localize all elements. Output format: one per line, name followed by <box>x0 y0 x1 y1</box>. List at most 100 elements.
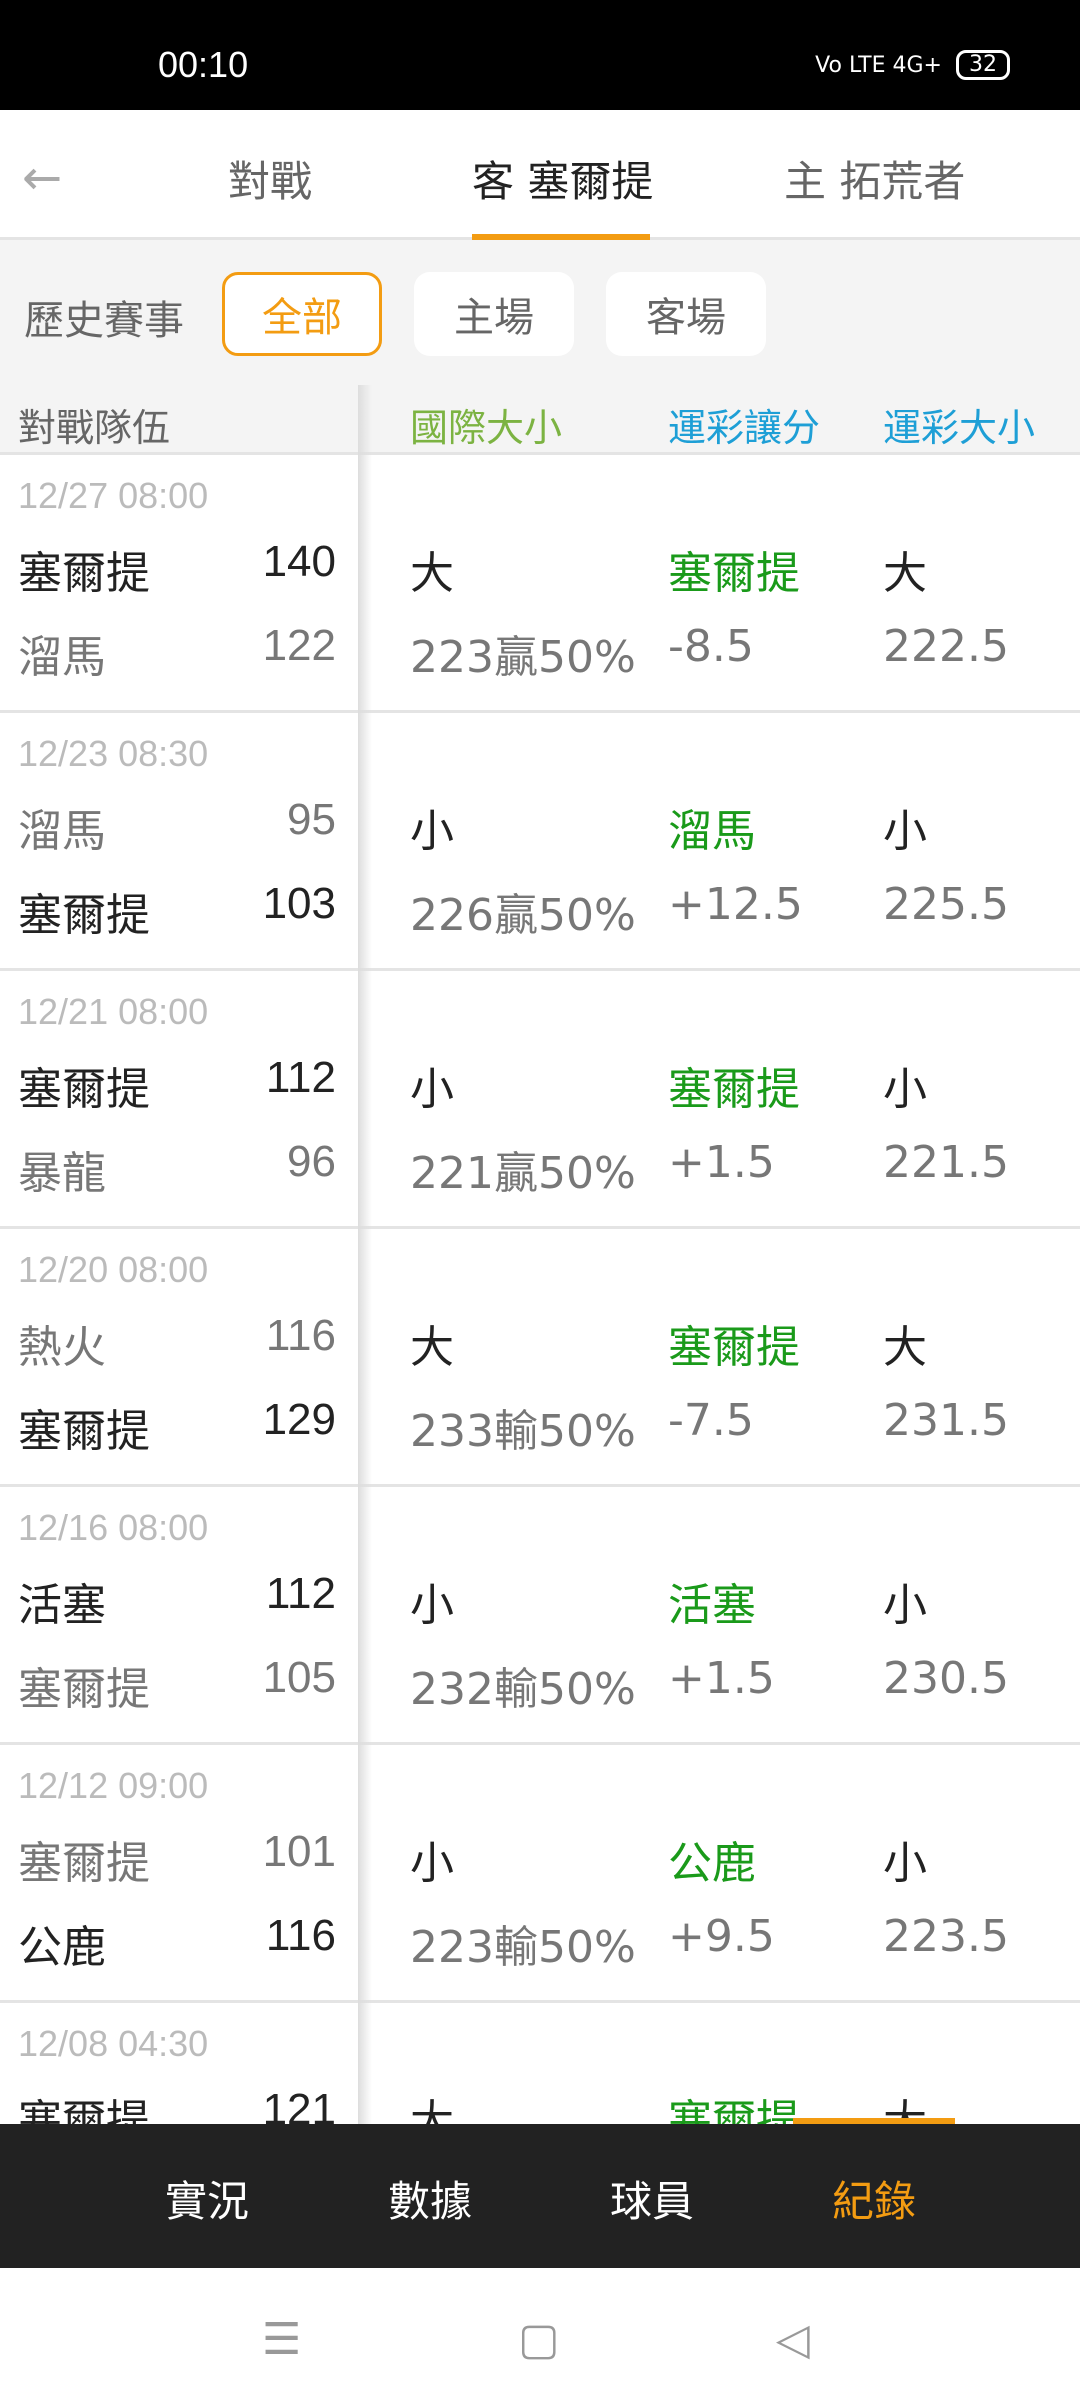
spread-team: 溜馬 <box>668 806 756 857</box>
lottery-ou-line: 222.5 <box>883 621 1009 672</box>
status-bar: 00:10 Vo LTE 4G+ 32 <box>0 0 1080 110</box>
team2-score: 122 <box>262 621 336 670</box>
team1-score: 121 <box>262 2085 336 2125</box>
spread-value: -7.5 <box>668 1395 754 1446</box>
lottery-ou-line: 221.5 <box>883 1137 1009 1188</box>
spread-value: +1.5 <box>668 1653 775 1704</box>
game-date: 12/16 08:00 <box>18 1507 209 1548</box>
game-date: 12/08 04:30 <box>18 2023 209 2064</box>
game-row[interactable]: 12/23 08:30 溜馬 95 塞爾提 103 小 226贏50% 溜馬 +12.5 小 225… <box>0 713 1080 971</box>
spread-team: 塞爾提 <box>668 1322 800 1373</box>
game-row[interactable]: 12/08 04:30 塞爾提 121 大塞爾提大 <box>0 2003 1080 2125</box>
spread-value: -8.5 <box>668 621 754 672</box>
active-tab-indicator <box>472 234 650 240</box>
game-row[interactable]: 12/12 09:00 塞爾提 101 公鹿 116 小 223輸50% 公鹿 +9.5 小 223… <box>0 1745 1080 2003</box>
game-date: 12/20 08:00 <box>18 1249 209 1290</box>
spread-team: 活塞 <box>668 1580 756 1631</box>
team1-score: 112 <box>265 1569 336 1618</box>
back-icon[interactable]: ◁ <box>776 2314 810 2365</box>
frozen-column-shadow <box>358 385 372 2125</box>
nav-live[interactable]: 實況 <box>165 2177 250 2226</box>
filter-label: 歷史賽事 <box>24 298 184 344</box>
spread-team: 塞爾提 <box>668 548 800 599</box>
game-row[interactable]: 12/16 08:00 活塞 112 塞爾提 105 小 232輸50% 活塞 +1.5 小 230… <box>0 1487 1080 1745</box>
spread-value: +1.5 <box>668 1137 775 1188</box>
team1-name: 塞爾提 <box>18 1838 150 1889</box>
game-date: 12/21 08:00 <box>18 991 209 1032</box>
lottery-ou-result: 大 <box>883 1322 927 1373</box>
header: ← 對戰 客 塞爾提 主 拓荒者 <box>0 110 1080 240</box>
col-teams: 對戰隊伍 <box>18 406 171 450</box>
lottery-ou-line: 225.5 <box>883 879 1009 930</box>
filter-home-button[interactable]: 主場 <box>414 272 574 356</box>
signal-icon: Vo LTE 4G+ <box>815 52 942 78</box>
col-lottery-ou: 運彩大小 <box>883 406 1036 450</box>
intl-ou-result: 大 <box>410 1322 454 1373</box>
spread-team: 塞爾提 <box>668 1064 800 1115</box>
team2-score: 96 <box>287 1137 336 1186</box>
team2-name: 溜馬 <box>18 632 106 683</box>
tab-matchup[interactable]: 對戰 <box>228 157 313 206</box>
intl-ou-line: 233輸50% <box>410 1406 636 1457</box>
spread-team: 塞爾提 <box>668 2096 800 2125</box>
lottery-ou-result: 小 <box>883 1838 927 1889</box>
team2-score: 103 <box>262 879 336 928</box>
intl-ou-result: 大 <box>410 2096 454 2125</box>
team1-name: 活塞 <box>18 1580 106 1631</box>
team1-name: 溜馬 <box>18 806 106 857</box>
lottery-ou-line: 231.5 <box>883 1395 1009 1446</box>
team2-name: 塞爾提 <box>18 1664 150 1715</box>
intl-ou-result: 小 <box>410 1838 454 1889</box>
col-intl-ou: 國際大小 <box>410 406 563 450</box>
team1-name: 塞爾提 <box>18 1064 150 1115</box>
menu-icon[interactable]: ☰ <box>262 2314 302 2365</box>
tab-home-team[interactable]: 主 拓荒者 <box>784 157 966 206</box>
team1-name: 塞爾提 <box>18 2096 150 2125</box>
home-icon[interactable]: ▢ <box>518 2314 560 2365</box>
team1-score: 140 <box>262 537 336 586</box>
intl-ou-result: 小 <box>410 806 454 857</box>
lottery-ou-result: 小 <box>883 1580 927 1631</box>
intl-ou-line: 232輸50% <box>410 1664 636 1715</box>
game-row[interactable]: 12/21 08:00 塞爾提 112 暴龍 96 小 221贏50% 塞爾提 +1.5 小 221… <box>0 971 1080 1229</box>
team2-score: 116 <box>265 1911 336 1960</box>
team1-score: 101 <box>262 1827 336 1876</box>
back-arrow-icon[interactable]: ← <box>22 150 63 206</box>
filter-bar: 歷史賽事 全部 主場 客場 <box>0 240 1080 385</box>
game-list[interactable]: 12/27 08:00 塞爾提 140 溜馬 122 大 223贏50% 塞爾提 -8.5 大 22… <box>0 455 1080 2125</box>
game-row[interactable]: 12/20 08:00 熱火 116 塞爾提 129 大 233輸50% 塞爾提 -7.5 大 23… <box>0 1229 1080 1487</box>
lottery-ou-line: 230.5 <box>883 1653 1009 1704</box>
lottery-ou-result: 小 <box>883 1064 927 1115</box>
spread-value: +12.5 <box>668 879 803 930</box>
nav-records[interactable]: 紀錄 <box>832 2177 917 2226</box>
spread-team: 公鹿 <box>668 1838 756 1889</box>
filter-away-button[interactable]: 客場 <box>606 272 766 356</box>
game-date: 12/27 08:00 <box>18 475 209 516</box>
intl-ou-result: 大 <box>410 548 454 599</box>
team1-score: 116 <box>265 1311 336 1360</box>
filter-all-button[interactable]: 全部 <box>222 272 382 356</box>
team2-name: 公鹿 <box>18 1922 106 1973</box>
game-date: 12/12 09:00 <box>18 1765 209 1806</box>
column-header: 對戰隊伍 國際大小 運彩讓分 運彩大小 <box>0 385 1080 455</box>
intl-ou-result: 小 <box>410 1580 454 1631</box>
team1-name: 塞爾提 <box>18 548 150 599</box>
game-date: 12/23 08:30 <box>18 733 209 774</box>
battery-icon: 32 <box>956 50 1010 80</box>
team2-name: 暴龍 <box>18 1148 106 1199</box>
team2-name: 塞爾提 <box>18 1406 150 1457</box>
tab-away-team[interactable]: 客 塞爾提 <box>472 157 654 206</box>
team1-name: 熱火 <box>18 1322 106 1373</box>
game-row[interactable]: 12/27 08:00 塞爾提 140 溜馬 122 大 223贏50% 塞爾提 -8.5 大 22… <box>0 455 1080 713</box>
nav-players[interactable]: 球員 <box>610 2177 695 2226</box>
bottom-nav: 實況 數據 球員 紀錄 <box>0 2124 1080 2268</box>
spread-value: +9.5 <box>668 1911 775 1962</box>
intl-ou-line: 223輸50% <box>410 1922 636 1973</box>
lottery-ou-line: 223.5 <box>883 1911 1009 1962</box>
team1-score: 95 <box>287 795 336 844</box>
lottery-ou-result: 大 <box>883 548 927 599</box>
intl-ou-line: 226贏50% <box>410 890 636 941</box>
nav-stats[interactable]: 數據 <box>388 2177 473 2226</box>
team2-name: 塞爾提 <box>18 890 150 941</box>
intl-ou-line: 223贏50% <box>410 632 636 683</box>
